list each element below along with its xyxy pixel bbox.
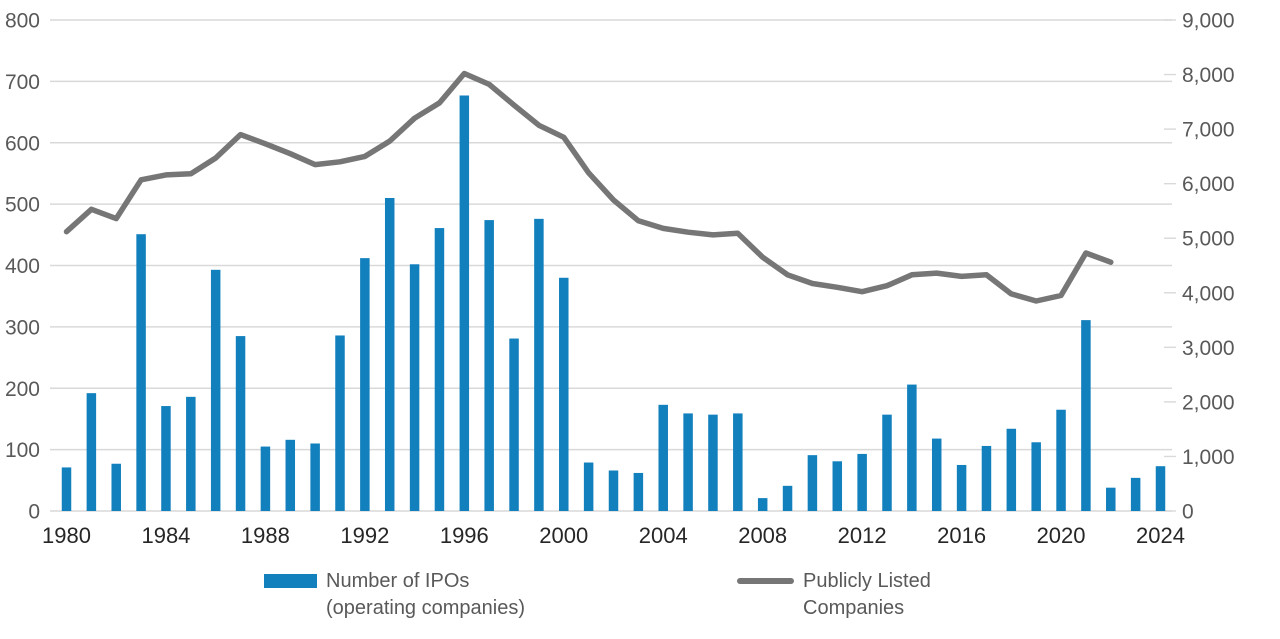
legend-listed-line1: Publicly Listed xyxy=(803,570,931,592)
bar-1982 xyxy=(111,463,121,511)
bar-2019 xyxy=(1031,442,1041,511)
y-axis-left-label-700: 700 xyxy=(5,71,40,94)
legend-ipos-line1: Number of IPOs xyxy=(326,570,470,592)
x-axis-label-2008: 2008 xyxy=(738,523,787,548)
bar-2008 xyxy=(757,498,768,511)
y-axis-left-label-300: 300 xyxy=(5,316,40,339)
ipo-bars-swatch xyxy=(264,574,317,588)
bar-2000 xyxy=(559,277,569,511)
bar-1988 xyxy=(260,446,271,511)
y-axis-right-label-7000: 7,000 xyxy=(1182,119,1235,142)
x-axis-label-2020: 2020 xyxy=(1037,523,1086,548)
bar-1980 xyxy=(61,467,72,511)
bar-2006 xyxy=(708,414,718,511)
bar-1996 xyxy=(459,95,470,512)
bar-1999 xyxy=(534,218,544,512)
y-axis-right-label-8000: 8,000 xyxy=(1182,64,1235,87)
y-axis-left-label-600: 600 xyxy=(5,132,40,155)
legend-item-listed-companies: Publicly Listed Companies xyxy=(737,568,931,622)
listed-companies-line-swatch xyxy=(737,578,794,584)
x-axis-label-2004: 2004 xyxy=(639,523,688,548)
y-axis-left-label-200: 200 xyxy=(5,378,40,401)
bar-1992 xyxy=(360,258,370,511)
listed-companies-line xyxy=(63,70,1114,304)
legend-item-ipos: Number of IPOs (operating companies) xyxy=(264,568,525,622)
x-axis-label-1980: 1980 xyxy=(42,523,91,548)
legend-label-ipos: Number of IPOs (operating companies) xyxy=(326,568,525,622)
y-axis-right-label-1000: 1,000 xyxy=(1182,446,1235,469)
bar-1989 xyxy=(285,439,296,511)
legend-ipos-line2: (operating companies) xyxy=(326,597,525,619)
bar-2023 xyxy=(1130,477,1141,511)
x-axis-label-2024: 2024 xyxy=(1136,523,1185,548)
bar-2003 xyxy=(633,472,644,511)
legend-label-listed-companies: Publicly Listed Companies xyxy=(803,568,931,622)
bar-1986 xyxy=(210,269,221,511)
x-axis-label-1988: 1988 xyxy=(241,523,290,548)
x-axis-label-1984: 1984 xyxy=(141,523,190,548)
y-axis-left-label-400: 400 xyxy=(5,255,40,278)
bar-1991 xyxy=(335,335,345,511)
bar-1990 xyxy=(310,443,320,511)
bar-2004 xyxy=(658,404,668,511)
bar-2017 xyxy=(981,445,992,511)
bar-2024 xyxy=(1155,466,1166,511)
bar-2007 xyxy=(733,413,743,511)
bar-2020 xyxy=(1056,409,1066,511)
bar-1995 xyxy=(434,228,445,511)
x-axis-label-2000: 2000 xyxy=(539,523,588,548)
bar-1997 xyxy=(484,220,494,511)
chart-legend: Number of IPOs (operating companies) Pub… xyxy=(0,562,1280,639)
y-axis-left-label-0: 0 xyxy=(28,501,40,524)
y-axis-left-label-100: 100 xyxy=(5,439,40,462)
x-axis-label-2016: 2016 xyxy=(937,523,986,548)
bar-1983 xyxy=(136,234,146,512)
y-axis-right-label-9000: 9,000 xyxy=(1182,10,1235,33)
y-axis-right-label-3000: 3,000 xyxy=(1182,337,1235,360)
x-axis-label-1992: 1992 xyxy=(340,523,389,548)
bar-2016 xyxy=(956,464,967,511)
y-axis-right-label-0: 0 xyxy=(1182,501,1194,524)
bar-2010 xyxy=(807,455,818,511)
bar-2011 xyxy=(832,461,843,511)
bar-2015 xyxy=(931,438,942,511)
y-axis-right-label-2000: 2,000 xyxy=(1182,391,1235,414)
x-axis-label-2012: 2012 xyxy=(838,523,887,548)
bar-2018 xyxy=(1006,428,1017,511)
bar-1998 xyxy=(509,338,519,511)
bar-1987 xyxy=(235,336,246,511)
bar-2013 xyxy=(882,414,892,511)
bar-1985 xyxy=(186,396,196,511)
bar-2002 xyxy=(608,470,619,511)
bar-2005 xyxy=(683,413,693,511)
bar-2012 xyxy=(857,453,867,511)
bar-2022 xyxy=(1106,487,1116,511)
bar-2014 xyxy=(907,384,917,511)
y-axis-left-label-500: 500 xyxy=(5,194,40,217)
bar-1981 xyxy=(86,393,97,511)
y-axis-right-label-5000: 5,000 xyxy=(1182,228,1235,251)
chart-canvas: 0 100 200 300 400 500 600 700 800 0 1,000 2,000 3,00… xyxy=(5,10,1235,549)
bar-2021 xyxy=(1081,320,1091,511)
bar-2001 xyxy=(583,462,594,511)
legend-listed-line2: Companies xyxy=(803,597,905,619)
x-axis-label-1996: 1996 xyxy=(440,523,489,548)
y-axis-right-label-4000: 4,000 xyxy=(1182,282,1235,305)
bar-2009 xyxy=(782,485,793,511)
y-axis-left-label-800: 800 xyxy=(5,10,40,33)
bar-1984 xyxy=(161,406,171,511)
y-axis-right-label-6000: 6,000 xyxy=(1182,173,1235,196)
bar-1993 xyxy=(384,197,395,512)
bar-1994 xyxy=(409,264,420,511)
